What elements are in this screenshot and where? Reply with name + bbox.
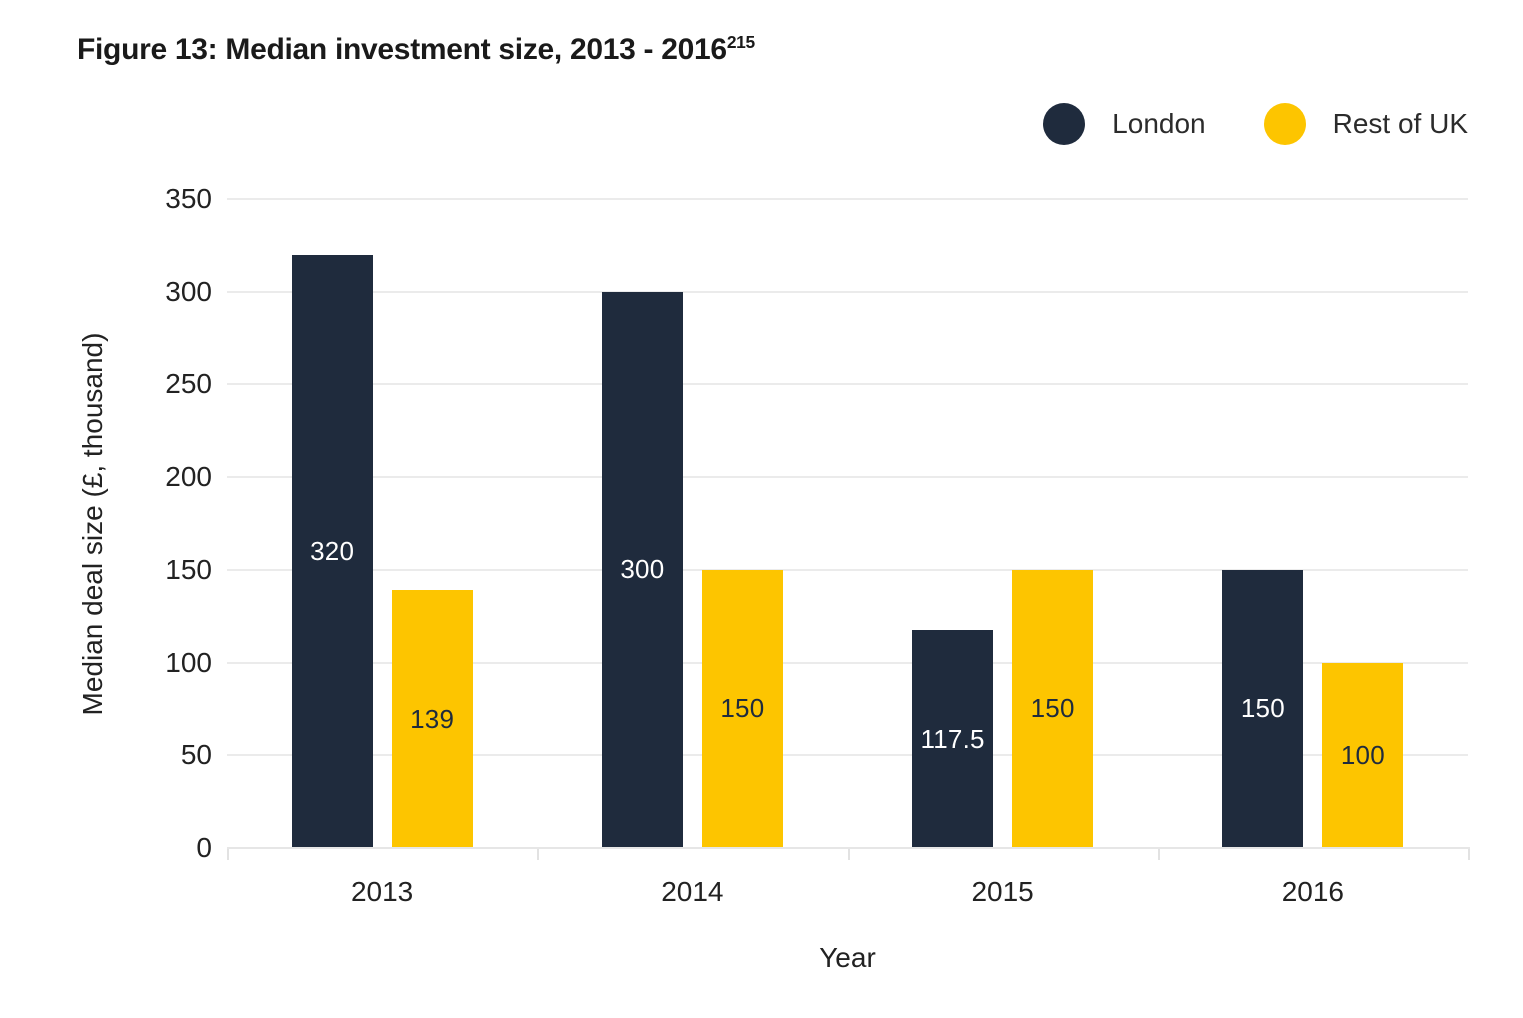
- x-category-label: 2015: [971, 876, 1034, 907]
- bar-value-label: 100: [1340, 739, 1385, 770]
- x-axis-line: [227, 847, 1470, 849]
- x-category-label: 2014: [661, 876, 724, 907]
- gridline: [227, 383, 1468, 386]
- legend-item-london: London: [1043, 103, 1206, 145]
- y-tick-label: 0: [196, 832, 212, 863]
- y-tick-label: 300: [165, 275, 212, 307]
- bar-london-2014: 300: [601, 291, 683, 848]
- y-tick-label: 350: [165, 183, 212, 214]
- x-axis-tick: [1468, 849, 1470, 860]
- bar-rest-of-uk-2014: 150: [701, 569, 783, 848]
- bar-rest-of-uk-2015: 150: [1012, 569, 1094, 848]
- chart-title-superscript: 215: [726, 32, 755, 52]
- gridline: [227, 476, 1468, 479]
- y-tick-label: 50: [180, 739, 212, 771]
- y-tick-label: 250: [165, 368, 212, 400]
- x-axis-title: Year: [819, 942, 876, 973]
- x-axis-tick: [1157, 849, 1160, 860]
- y-tick-label: 100: [165, 646, 212, 678]
- legend-swatch-icon: [1263, 103, 1306, 145]
- x-axis-tick: [227, 849, 229, 860]
- bar-value-label: 139: [410, 703, 455, 734]
- bar-rest-of-uk-2013: 139: [391, 590, 473, 848]
- y-tick-label: 200: [165, 461, 212, 493]
- bar-rest-of-uk-2016: 100: [1322, 662, 1404, 848]
- bar-london-2013: 320: [291, 254, 373, 848]
- legend-label: Rest of UK: [1332, 108, 1468, 139]
- legend-item-rest-of-uk: Rest of UK: [1263, 103, 1468, 145]
- bar-value-label: 320: [310, 535, 355, 566]
- chart-title: Figure 13: Median investment size, 2013 …: [77, 32, 755, 67]
- x-category-label: 2013: [350, 876, 414, 907]
- gridline: [227, 754, 1468, 757]
- x-axis-tick: [847, 849, 850, 860]
- bar-value-label: 150: [720, 693, 765, 724]
- bar-london-2015: 117.5: [912, 630, 994, 848]
- x-axis-tick: [537, 849, 540, 860]
- bar-value-label: 300: [620, 554, 665, 585]
- gridline: [227, 290, 1468, 293]
- gridline: [227, 198, 1468, 200]
- bar-value-label: 117.5: [920, 723, 985, 754]
- bar-value-label: 150: [1240, 693, 1285, 724]
- legend-label: London: [1112, 108, 1206, 139]
- bar-value-label: 150: [1030, 693, 1075, 724]
- gridline: [227, 661, 1468, 664]
- bar-london-2016: 150: [1222, 569, 1304, 848]
- y-axis-title: Median deal size (£, thousand): [77, 332, 108, 715]
- y-tick-label: 150: [165, 553, 212, 585]
- legend-swatch-icon: [1043, 103, 1086, 145]
- chart-title-text: Figure 13: Median investment size, 2013 …: [77, 33, 727, 66]
- gridline: [227, 568, 1468, 571]
- x-category-label: 2016: [1281, 876, 1345, 907]
- legend: London Rest of UK: [1043, 103, 1468, 145]
